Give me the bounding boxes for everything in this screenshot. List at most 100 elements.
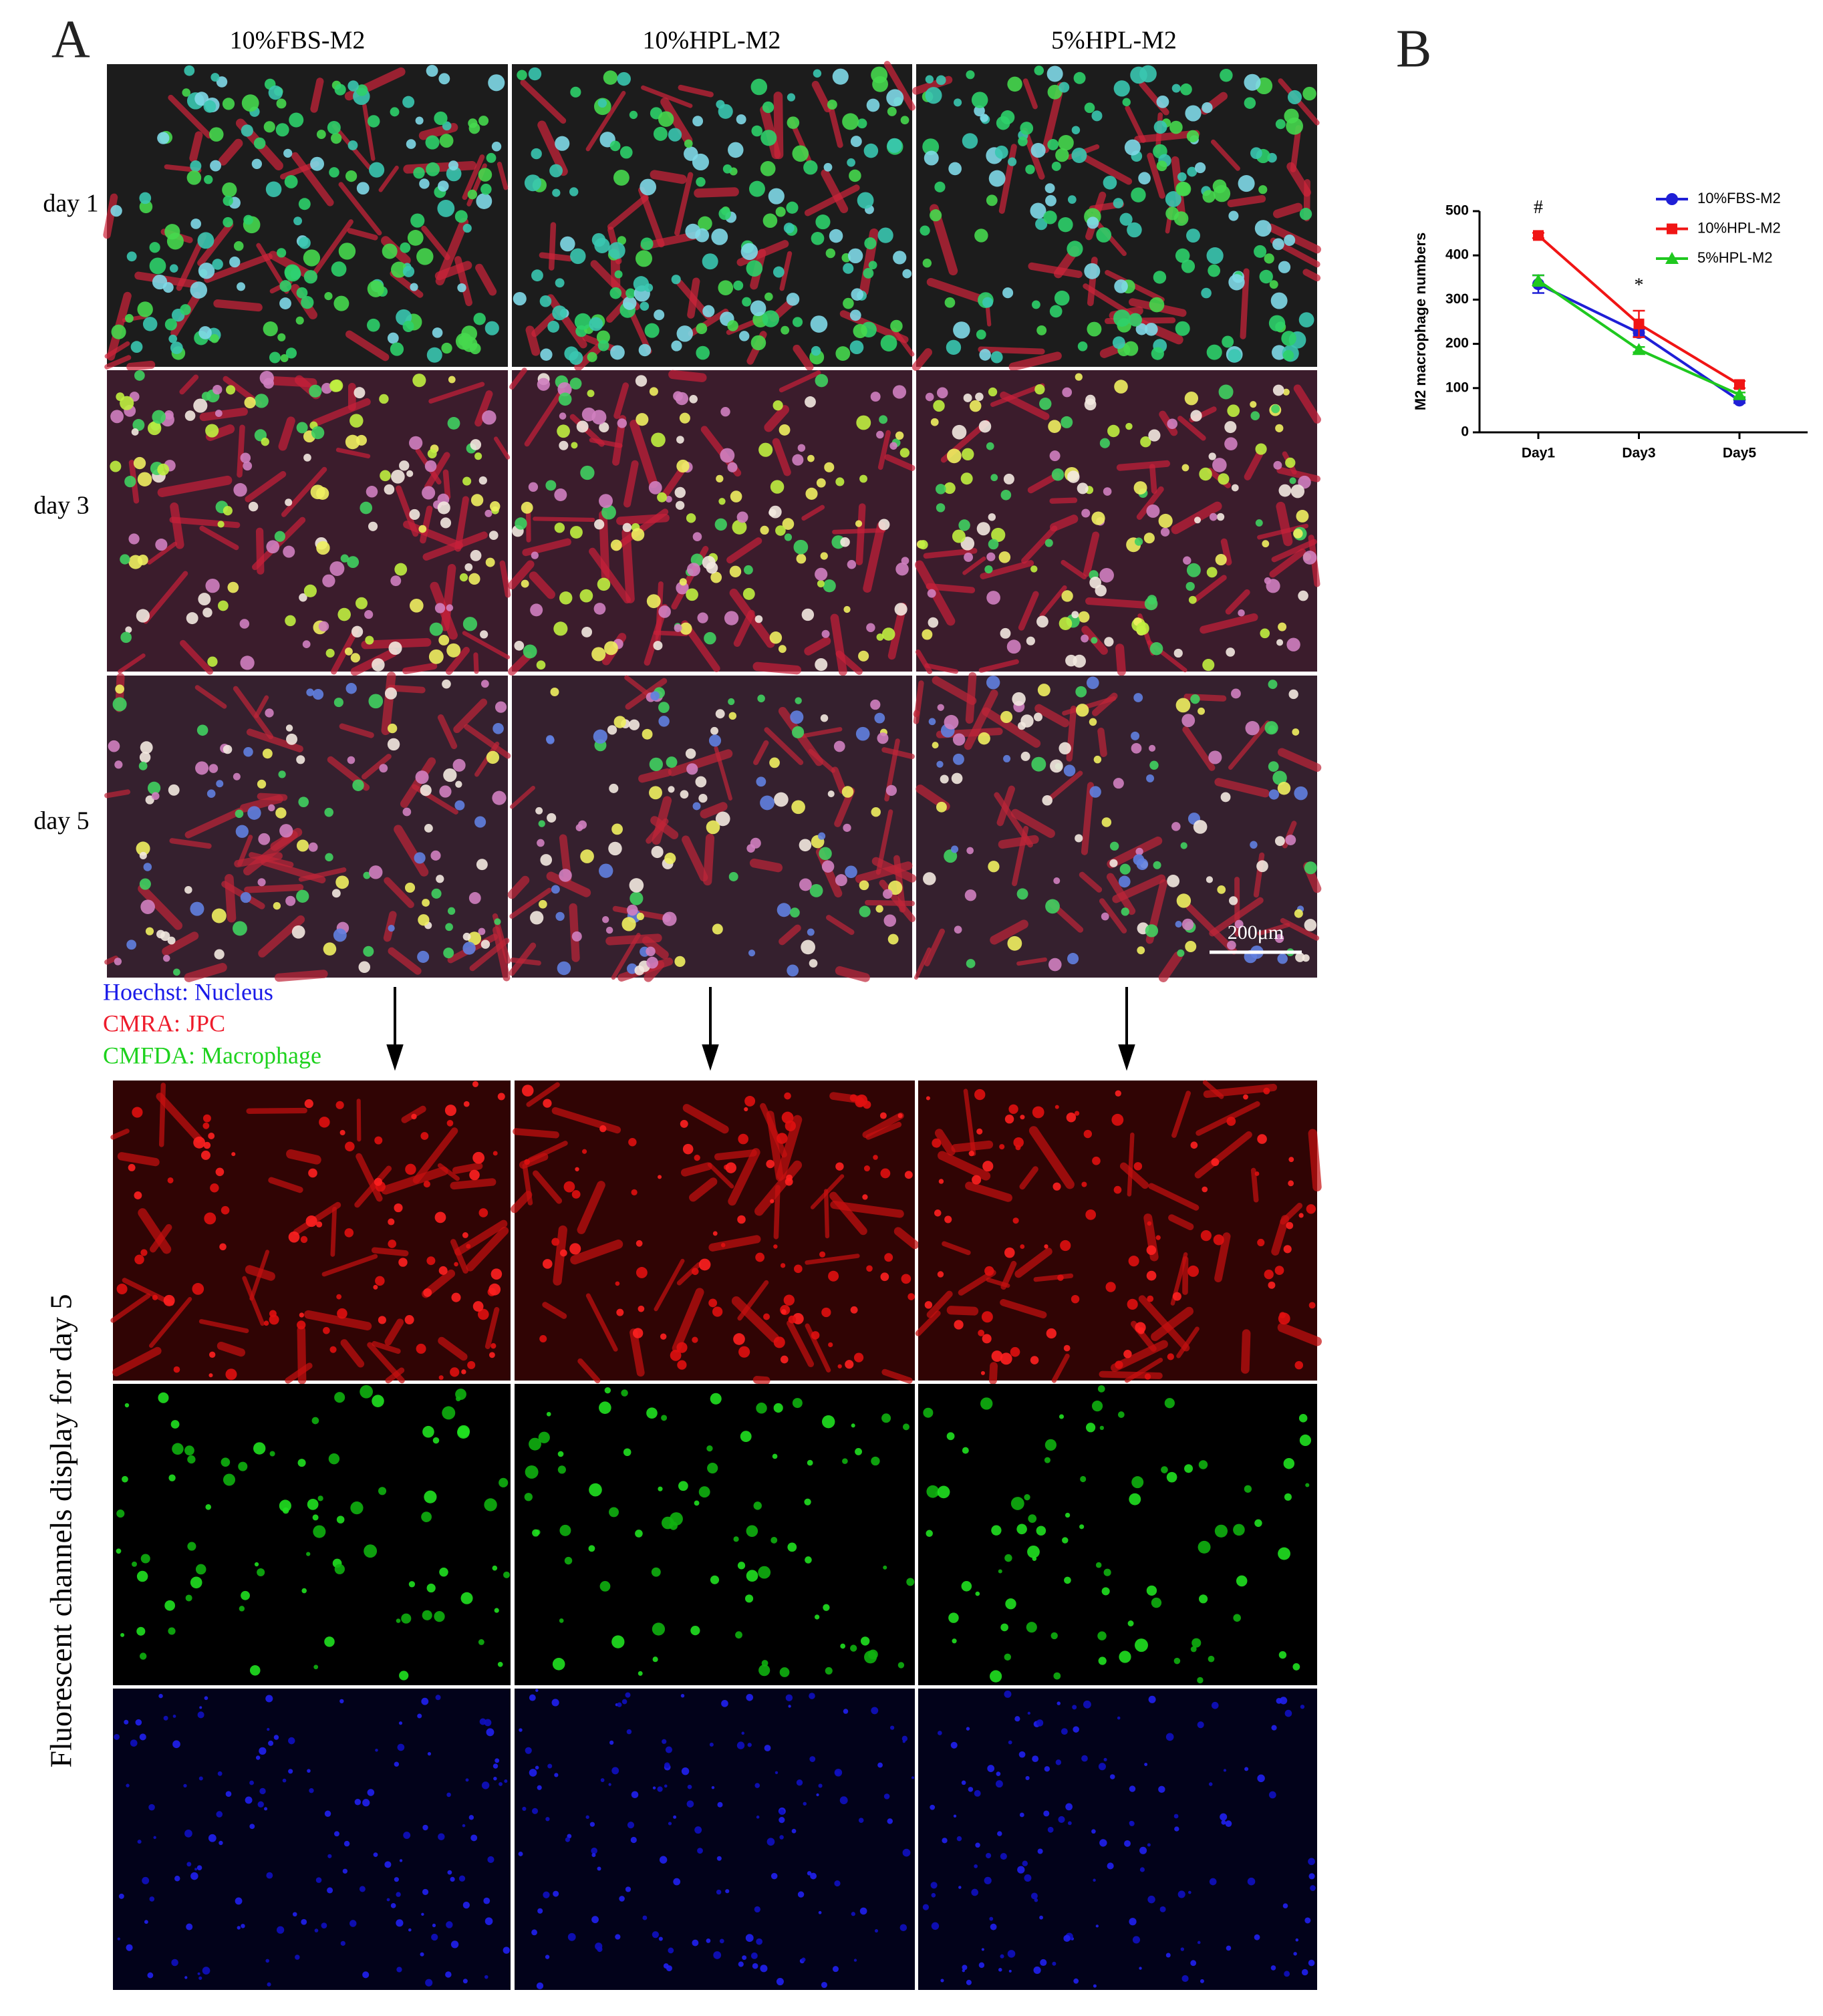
cell [352,779,364,791]
cell [1007,935,1022,951]
cell [695,228,710,243]
cell [843,823,851,832]
cell [1183,556,1191,565]
cell [744,1107,748,1112]
cell [668,1947,674,1954]
cell [210,333,219,343]
cell [313,1665,319,1670]
cell [1181,464,1189,472]
cell-streak [1220,538,1232,566]
micrograph-bg [918,1689,1317,1990]
cell [1027,1711,1031,1715]
cell [1139,1967,1142,1970]
cell-streak [729,588,775,648]
cell [462,1824,466,1828]
micrograph [113,1384,511,1685]
cell [222,182,237,198]
cell [841,786,854,798]
cell [292,1912,297,1917]
cell [698,793,708,803]
cell [874,712,885,724]
cell-streak [1027,472,1061,494]
cell-streak [926,1290,953,1318]
cell [569,378,582,390]
cell [1273,460,1282,470]
cell [283,148,293,158]
cell [494,918,501,925]
cell [1085,394,1096,406]
cell [986,194,998,206]
cell [922,629,933,640]
cell [1299,208,1312,221]
cell [793,539,809,555]
cell [355,597,368,609]
cell [1208,1782,1213,1786]
cell [126,940,137,950]
cell [926,1096,930,1101]
cell [946,448,962,464]
cell-streak [951,1140,994,1153]
cell [1244,1767,1249,1771]
cell [1223,1769,1227,1772]
cell [617,418,627,428]
cell-streak [1271,539,1317,563]
cell [168,334,178,343]
cell [457,1426,470,1439]
y-axis-label: M2 macrophage numbers [1412,233,1429,411]
cell [779,1835,784,1840]
cell [223,195,233,206]
cell [1127,222,1142,238]
cell [180,304,191,315]
cell [375,1748,378,1752]
cell [679,578,687,586]
cell [710,571,722,583]
cell [1243,1094,1248,1100]
cell [571,931,582,942]
micrograph [918,1689,1317,1990]
cell [388,641,402,656]
cell [974,105,985,117]
cell-streak [682,1104,729,1134]
cell [1103,1568,1111,1576]
cell [136,841,150,856]
cell [114,1734,120,1740]
cell-streak [104,789,131,799]
cell [1211,1701,1219,1709]
cell [952,529,966,543]
cell [990,1923,997,1930]
cell [473,313,486,325]
cell [469,1169,480,1181]
cell [182,88,190,97]
cell [184,65,195,76]
cell-streak [1290,125,1302,172]
cell [570,86,581,98]
cell [426,162,440,176]
cell [1194,162,1206,174]
cell [986,591,1000,605]
cell [479,1718,486,1725]
cell [216,76,228,88]
cell [495,1758,500,1763]
cell [1277,954,1288,964]
cell-streak [356,1153,383,1202]
cell [386,1898,390,1902]
cell [863,268,874,279]
cell [394,1203,403,1213]
cell [1202,102,1213,114]
cell [211,908,227,923]
cell-streak [676,1262,702,1286]
cell [930,1804,936,1810]
cell [750,1952,758,1959]
cell [187,1542,196,1551]
cell [443,948,454,959]
cell [204,175,213,184]
cell [1231,484,1239,492]
cell [1002,287,1014,299]
cell [862,1194,868,1200]
cell [1268,761,1279,772]
cell [729,565,742,578]
cell [758,442,773,457]
micrograph [107,370,511,676]
cell-streak [493,926,511,982]
cell [1208,1655,1215,1663]
